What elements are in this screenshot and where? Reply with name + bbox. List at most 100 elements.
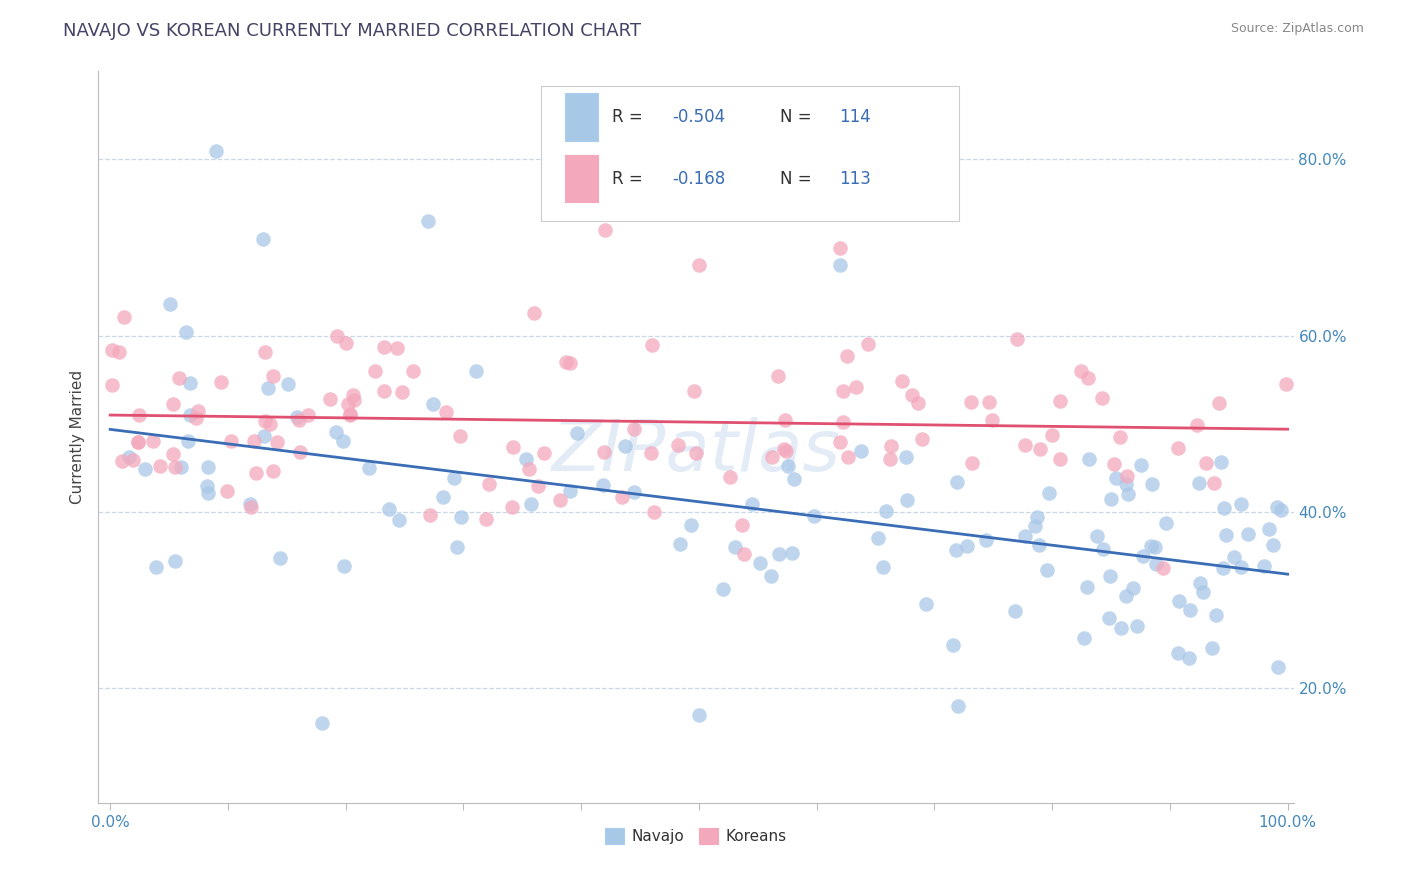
Point: [108, 344, 131, 359]
Point: [849, 443, 872, 458]
Point: [422, 397, 444, 411]
Point: [1092, 541, 1115, 556]
Point: [683, 384, 706, 398]
Point: [337, 397, 360, 411]
Point: [1005, 332, 1028, 346]
Point: [288, 445, 311, 459]
Point: [343, 393, 366, 408]
Point: [775, 443, 797, 458]
Point: [205, 144, 228, 158]
Point: [565, 426, 588, 441]
Point: [162, 447, 184, 461]
Point: [1040, 427, 1063, 442]
Point: [872, 560, 894, 574]
Point: [1140, 539, 1163, 553]
Point: [1038, 486, 1060, 500]
Point: [333, 558, 356, 573]
Point: [364, 364, 387, 378]
Point: [1270, 503, 1292, 517]
Point: [879, 451, 901, 466]
Point: [981, 412, 1004, 426]
Point: [761, 450, 783, 464]
Text: 114: 114: [839, 108, 872, 126]
Point: [718, 470, 741, 484]
Point: [761, 569, 783, 583]
Point: [221, 434, 243, 448]
Point: [148, 459, 170, 474]
Point: [1187, 417, 1209, 432]
Point: [402, 364, 425, 378]
Point: [127, 435, 149, 450]
Point: [1167, 441, 1189, 455]
Point: [1140, 476, 1163, 491]
Point: [711, 582, 734, 597]
Point: [432, 490, 454, 504]
Point: [945, 475, 967, 489]
Point: [446, 540, 468, 554]
Point: [1144, 540, 1167, 554]
Point: [1152, 561, 1174, 575]
Point: [942, 638, 965, 652]
Point: [1212, 561, 1234, 575]
Point: [891, 374, 914, 388]
Point: [266, 435, 288, 450]
Point: [517, 462, 540, 476]
Point: [1208, 395, 1230, 409]
Point: [623, 422, 645, 436]
Point: [835, 350, 858, 364]
FancyBboxPatch shape: [565, 154, 598, 202]
Point: [1275, 376, 1298, 391]
Point: [831, 384, 853, 398]
Point: [239, 497, 262, 511]
Point: [253, 344, 276, 359]
Point: [748, 556, 770, 570]
Point: [830, 258, 852, 272]
Point: [915, 597, 938, 611]
Point: [734, 548, 756, 562]
Point: [901, 388, 924, 402]
Point: [520, 497, 543, 511]
Point: [1091, 392, 1114, 406]
Point: [262, 464, 284, 478]
Point: [896, 493, 918, 508]
Text: R =: R =: [613, 169, 654, 187]
Point: [783, 472, 806, 486]
Point: [974, 533, 997, 548]
Point: [741, 497, 763, 511]
Point: [911, 432, 934, 446]
Point: [359, 460, 381, 475]
Point: [1014, 529, 1036, 543]
Point: [195, 478, 218, 492]
Point: [1115, 469, 1137, 483]
Point: [960, 456, 983, 470]
Point: [1115, 589, 1137, 603]
Point: [215, 483, 238, 498]
Point: [1122, 581, 1144, 595]
Point: [956, 539, 979, 553]
Point: [724, 541, 747, 555]
Point: [1202, 476, 1225, 491]
Point: [1036, 563, 1059, 577]
Point: [558, 483, 581, 498]
Point: [1101, 492, 1123, 507]
Point: [502, 440, 524, 454]
Point: [623, 484, 645, 499]
Point: [593, 223, 616, 237]
Point: [373, 340, 395, 354]
Text: N =: N =: [780, 169, 817, 187]
Point: [419, 508, 441, 522]
Point: [197, 459, 219, 474]
Point: [868, 531, 890, 545]
Point: [560, 356, 582, 370]
Point: [960, 395, 983, 409]
Text: -0.168: -0.168: [672, 169, 725, 187]
Point: [685, 446, 707, 460]
Point: [1188, 476, 1211, 491]
Point: [416, 214, 439, 228]
Point: [592, 477, 614, 491]
Point: [186, 410, 208, 425]
Point: [101, 343, 124, 357]
Point: [1265, 500, 1288, 514]
Point: [239, 500, 262, 514]
Point: [285, 409, 308, 424]
